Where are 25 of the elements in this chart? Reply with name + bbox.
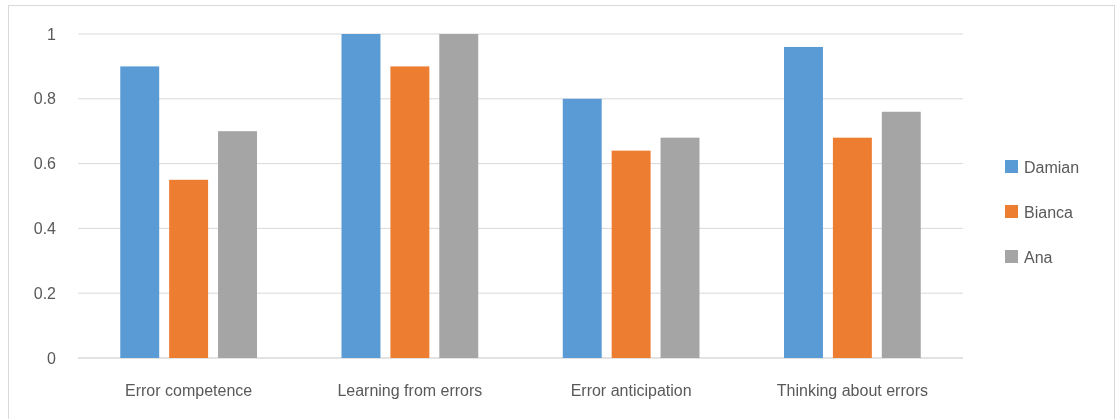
- x-tick-label: Learning from errors: [337, 382, 483, 399]
- bar: [439, 34, 479, 358]
- bar: [341, 34, 381, 358]
- bar: [562, 98, 602, 358]
- legend-label: Damian: [1024, 158, 1080, 176]
- y-tick-label: 0.2: [33, 284, 57, 302]
- x-tick-label: Error anticipation: [570, 382, 692, 399]
- y-tick-label: 1: [47, 25, 57, 43]
- bar: [784, 46, 823, 358]
- bar: [832, 137, 872, 358]
- x-tick-label: Error competence: [125, 382, 253, 399]
- y-tick-label: 0.4: [33, 220, 57, 237]
- y-tick-label: 0.6: [33, 155, 57, 173]
- bar: [390, 66, 430, 358]
- bar: [881, 111, 921, 358]
- bar: [218, 131, 257, 358]
- legend-label: Ana: [1024, 248, 1053, 266]
- bar: [611, 150, 651, 358]
- legend-label: Bianca: [1024, 203, 1074, 221]
- y-tick-label: 0.8: [33, 90, 57, 108]
- y-tick-label: 0: [47, 349, 57, 367]
- bar: [120, 66, 160, 358]
- x-tick-label: Thinking about errors: [776, 382, 928, 399]
- bar: [660, 137, 700, 358]
- bar: [169, 179, 209, 358]
